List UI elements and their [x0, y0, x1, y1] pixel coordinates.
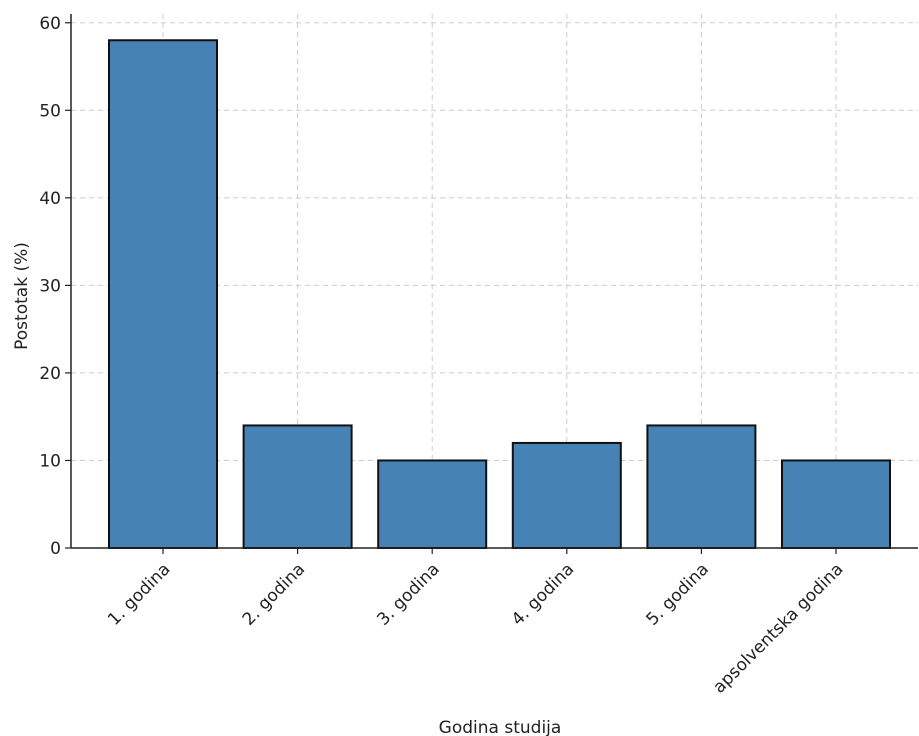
y-tick-label: 50	[39, 101, 61, 121]
x-tick-label: 2. godina	[239, 559, 309, 629]
x-tick-label: 4. godina	[508, 559, 578, 629]
bar	[377, 459, 488, 549]
y-tick-label: 30	[39, 276, 61, 296]
x-tick-label: 3. godina	[373, 559, 443, 629]
x-axis-label: Godina studija	[439, 718, 562, 736]
bar	[781, 459, 891, 549]
bar	[646, 424, 757, 550]
y-tick-label: 0	[50, 539, 61, 559]
y-axis-label: Postotak (%)	[12, 242, 32, 350]
x-tick-label: apsolventska godina	[709, 559, 847, 697]
y-ticks: 0 10 20 30 40 50 60	[39, 14, 71, 559]
y-tick-label: 40	[39, 189, 61, 209]
bar	[108, 39, 218, 549]
bar	[242, 424, 353, 550]
y-tick-label: 60	[39, 14, 61, 34]
x-tick-label: 1. godina	[104, 559, 174, 629]
axes	[70, 14, 918, 549]
y-tick-label: 20	[39, 364, 61, 384]
x-ticks: 1. godina 2. godina 3. godina 4. godina 5. g…	[104, 548, 848, 697]
y-tick-label: 10	[39, 451, 61, 471]
bars	[108, 39, 891, 550]
x-tick-label: 5. godina	[643, 559, 713, 629]
bar	[511, 441, 622, 549]
